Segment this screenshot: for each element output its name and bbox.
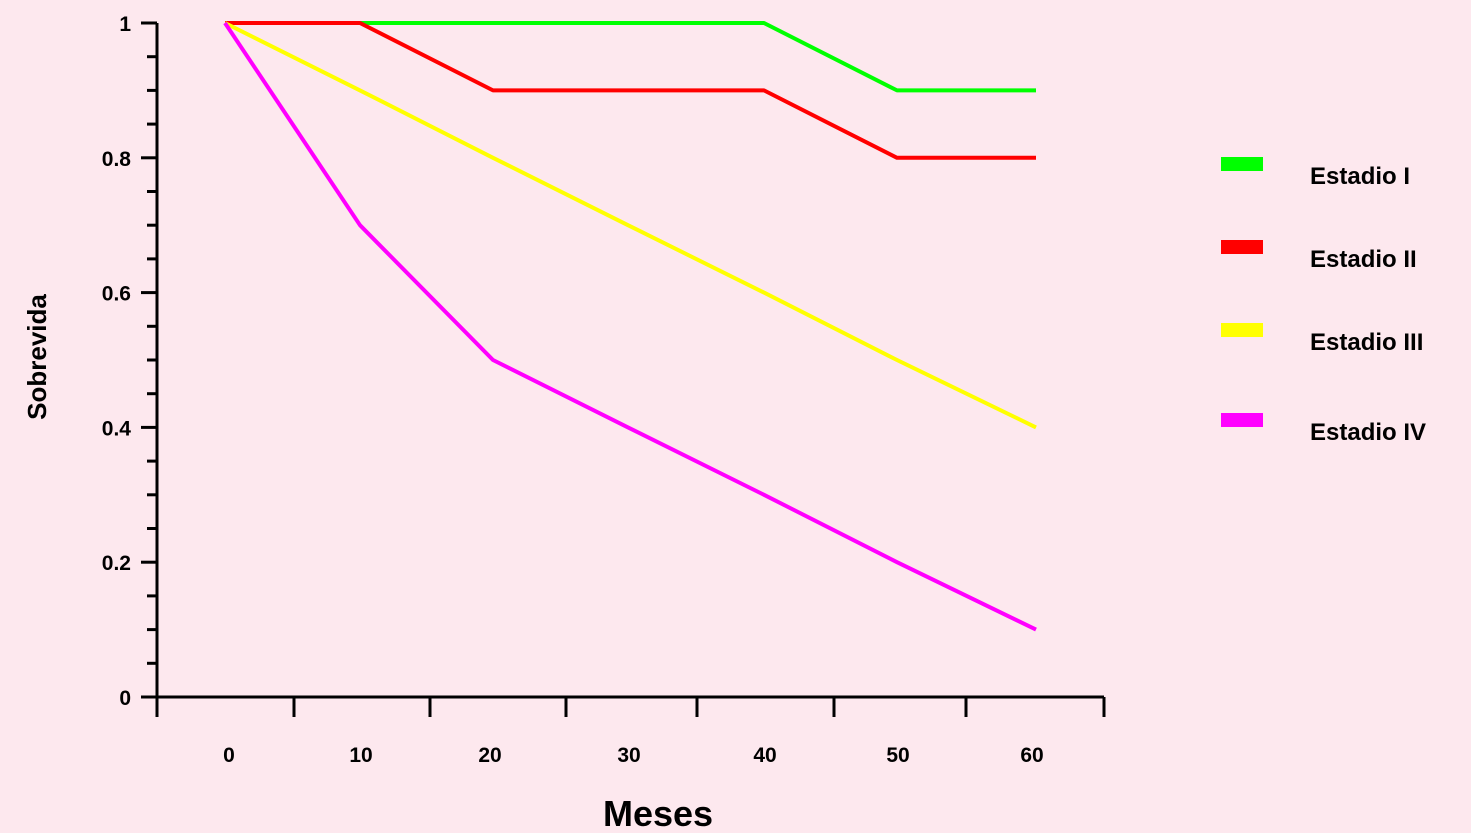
- legend-swatch: [1221, 157, 1263, 171]
- legend-swatch: [1221, 240, 1263, 254]
- y-tick-label: 0: [119, 687, 131, 710]
- legend-label: Estadio II: [1310, 246, 1417, 273]
- x-tick-label: 40: [753, 744, 776, 767]
- series-line-1: [225, 21, 1036, 93]
- x-tick-label: 50: [886, 744, 909, 767]
- legend-label: Estadio III: [1310, 329, 1423, 356]
- y-tick-label: 1: [119, 13, 131, 36]
- series-layer: [223, 21, 1037, 632]
- x-tick-label: 0: [223, 744, 235, 767]
- x-tick-label: 20: [478, 744, 501, 767]
- legend-label: Estadio IV: [1310, 419, 1426, 446]
- legend-swatch: [1221, 323, 1263, 337]
- x-tick-label: 30: [617, 744, 640, 767]
- x-tick-label: 60: [1020, 744, 1043, 767]
- x-axis-title: Meses: [603, 793, 713, 833]
- legend-swatch: [1221, 413, 1263, 427]
- y-tick-label: 0.2: [102, 552, 131, 575]
- x-tick-label: 10: [349, 744, 372, 767]
- y-tick-label: 0.6: [102, 283, 131, 306]
- series-line-2: [225, 21, 1036, 160]
- legend-label: Estadio I: [1310, 163, 1410, 190]
- series-line-4: [223, 21, 1037, 632]
- y-tick-label: 0.4: [102, 417, 132, 440]
- y-axis-title: Sobrevida: [22, 294, 52, 420]
- y-tick-label: 0.8: [102, 148, 132, 171]
- series-line-3: [224, 21, 1037, 430]
- legend: Estadio I Estadio II Estadio III Estadio IV: [1221, 157, 1426, 446]
- axes: 00.20.40.60.810 10 20 30 40 50 60: [102, 13, 1106, 767]
